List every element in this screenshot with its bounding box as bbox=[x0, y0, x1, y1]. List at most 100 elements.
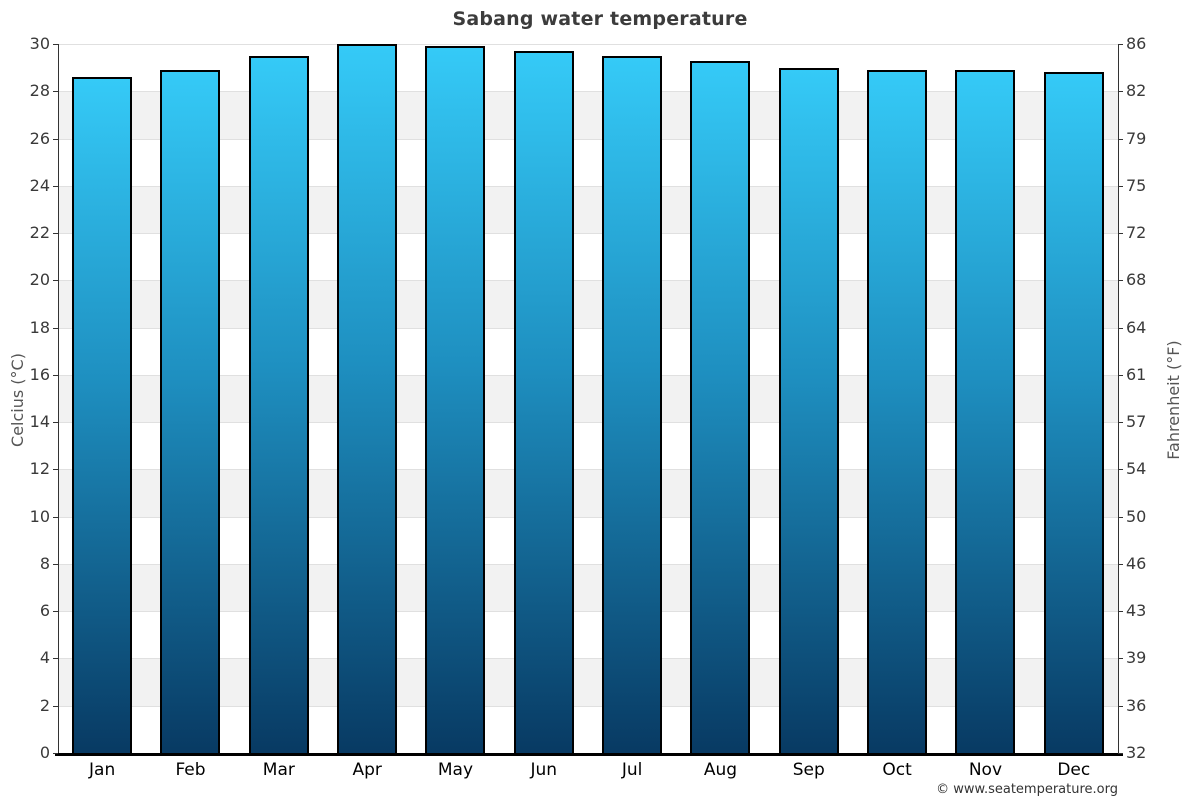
gridline bbox=[58, 327, 1118, 329]
axis-tick bbox=[53, 44, 58, 45]
month-label-jan: Jan bbox=[89, 760, 116, 780]
month-label-apr: Apr bbox=[352, 760, 382, 780]
month-label-may: May bbox=[437, 760, 474, 780]
month-label-oct: Oct bbox=[882, 760, 912, 780]
gridline bbox=[58, 705, 1118, 707]
bar-slot-nov bbox=[941, 44, 1029, 753]
bar-jan bbox=[72, 77, 133, 753]
bar-slot-jun bbox=[500, 44, 588, 753]
fahrenheit-tick-label: 50 bbox=[1126, 506, 1147, 526]
celsius-axis-line bbox=[58, 44, 59, 754]
axis-tick bbox=[1118, 516, 1123, 518]
month-label-aug: Aug bbox=[703, 760, 738, 780]
bar-oct bbox=[867, 70, 928, 753]
gridline bbox=[58, 422, 1118, 424]
axis-tick bbox=[1118, 374, 1123, 376]
celsius-tick-label: 0 bbox=[39, 743, 50, 762]
axis-tick bbox=[1118, 280, 1123, 282]
bar-slot-sep bbox=[765, 44, 853, 753]
bar-mar bbox=[248, 55, 309, 753]
month-label-feb: Feb bbox=[175, 760, 206, 780]
bar-slot-jan bbox=[58, 44, 146, 753]
axis-tick bbox=[53, 469, 58, 471]
bar-dec bbox=[1043, 72, 1104, 753]
celsius-tick-label: 4 bbox=[39, 648, 50, 668]
bar-apr bbox=[337, 44, 398, 753]
bar-slot-may bbox=[411, 44, 499, 753]
axis-tick bbox=[53, 611, 58, 613]
background-band bbox=[58, 233, 1118, 281]
bar-slot-mar bbox=[235, 44, 323, 753]
axis-tick bbox=[53, 753, 58, 754]
fahrenheit-axis-title: Fahrenheit (°F) bbox=[1164, 340, 1183, 460]
copyright-notice: © www.seatemperature.org bbox=[936, 782, 1118, 797]
gridline bbox=[58, 185, 1118, 187]
bar-slot-dec bbox=[1030, 44, 1118, 753]
background-band bbox=[58, 44, 1118, 92]
gridline bbox=[58, 469, 1118, 471]
background-band bbox=[58, 611, 1118, 659]
background-band bbox=[58, 374, 1118, 423]
month-label-jun: Jun bbox=[530, 760, 558, 780]
celsius-tick-label: 8 bbox=[39, 553, 50, 573]
bar-nov bbox=[955, 70, 1016, 753]
celsius-tick-label: 30 bbox=[29, 34, 50, 53]
gridline bbox=[58, 280, 1118, 282]
gridline bbox=[58, 138, 1118, 140]
celsius-axis-title: Celcius (°C) bbox=[8, 353, 27, 447]
axis-tick bbox=[1118, 658, 1123, 660]
axis-tick bbox=[1118, 138, 1123, 140]
bar-slot-apr bbox=[323, 44, 411, 753]
month-label-nov: Nov bbox=[968, 760, 1003, 780]
axis-tick bbox=[1118, 91, 1123, 93]
axis-tick bbox=[53, 91, 58, 93]
axis-tick bbox=[53, 422, 58, 424]
month-label-jul: Jul bbox=[621, 760, 643, 780]
month-label-sep: Sep bbox=[792, 760, 825, 780]
background-band bbox=[58, 469, 1118, 517]
background-band bbox=[58, 185, 1118, 234]
axis-tick bbox=[53, 658, 58, 660]
background-band bbox=[58, 280, 1118, 328]
month-labels: Jan Feb Mar Apr May Jun Jul Aug Sep Oct Nov Dec bbox=[58, 760, 1118, 780]
axis-tick bbox=[1118, 705, 1123, 707]
background-band bbox=[58, 422, 1118, 470]
bar-slot-jul bbox=[588, 44, 676, 753]
background-band bbox=[58, 91, 1118, 139]
axis-tick bbox=[53, 327, 58, 329]
axis-tick bbox=[1118, 44, 1123, 45]
gridline bbox=[58, 516, 1118, 518]
plot-area bbox=[58, 44, 1118, 753]
celsius-tick-label: 6 bbox=[39, 601, 50, 621]
axis-tick bbox=[53, 374, 58, 376]
month-label-mar: Mar bbox=[262, 760, 295, 780]
gridline bbox=[58, 233, 1118, 235]
fahrenheit-tick-label: 61 bbox=[1126, 364, 1147, 384]
fahrenheit-tick-label: 57 bbox=[1126, 412, 1147, 432]
celsius-tick-label: 10 bbox=[29, 506, 50, 526]
axis-tick bbox=[1118, 563, 1123, 565]
background-band bbox=[58, 516, 1118, 564]
fahrenheit-tick-label: 86 bbox=[1126, 34, 1147, 53]
celsius-tick-label: 18 bbox=[29, 317, 50, 337]
fahrenheit-axis-line bbox=[1118, 44, 1119, 754]
axis-tick bbox=[53, 280, 58, 282]
celsius-tick-label: 16 bbox=[29, 364, 50, 384]
fahrenheit-tick-label: 79 bbox=[1126, 128, 1147, 148]
bar-jun bbox=[513, 51, 574, 753]
celsius-tick-label: 22 bbox=[29, 223, 50, 243]
gridline bbox=[58, 44, 1118, 45]
fahrenheit-tick-label: 68 bbox=[1126, 270, 1147, 290]
background-band bbox=[58, 705, 1118, 753]
background-band bbox=[58, 658, 1118, 706]
axis-tick bbox=[53, 705, 58, 707]
fahrenheit-tick-label: 46 bbox=[1126, 553, 1147, 573]
fahrenheit-tick-label: 64 bbox=[1126, 317, 1147, 337]
celsius-tick-label: 28 bbox=[29, 81, 50, 101]
celsius-tick-label: 14 bbox=[29, 412, 50, 432]
bar-slot-aug bbox=[676, 44, 764, 753]
bar-slot-oct bbox=[853, 44, 941, 753]
axis-tick bbox=[1118, 469, 1123, 471]
bar-jul bbox=[602, 55, 663, 753]
fahrenheit-tick-label: 39 bbox=[1126, 648, 1147, 668]
